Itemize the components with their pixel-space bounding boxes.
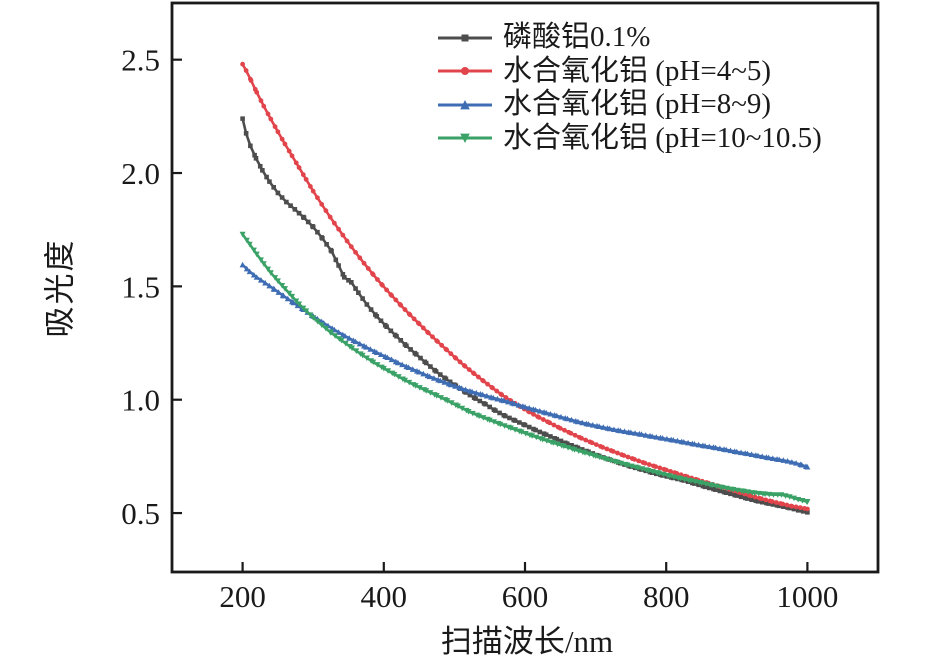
legend-marker-circle-icon [438, 67, 492, 76]
plot-frame [170, 1, 880, 574]
x-tick-label: 400 [361, 579, 408, 614]
legend-label-0: 磷酸铝0.1% [503, 21, 651, 54]
series-2-markers [239, 261, 811, 470]
legend-marker-triangle-up-icon [438, 99, 492, 110]
legend-label-1: 水合氧化铝 (pH=4~5) [503, 54, 772, 87]
y-tick-label: 0.5 [121, 496, 160, 531]
legend-triangle-up-glyph [460, 99, 470, 110]
legend-label-2: 水合氧化铝 (pH=8~9) [503, 88, 772, 121]
legend-marker-triangle-down-icon [438, 133, 492, 144]
legend-item-1: 水合氧化铝 (pH=4~5) [436, 55, 822, 89]
legend-circle-glyph [461, 67, 469, 76]
x-tick-label: 200 [219, 579, 266, 614]
series-2-line [241, 263, 808, 469]
y-tick-label: 2.5 [121, 43, 160, 78]
series-3-marker-shapes [239, 231, 811, 505]
series-0-markers [240, 116, 810, 515]
x-tick-label: 1000 [776, 579, 838, 614]
y-axis-label: 吸光度 [42, 238, 78, 338]
y-axis-ticks: 0.5 1.0 1.5 2.0 2.5 [121, 43, 182, 531]
legend-item-2: 水合氧化铝 (pH=8~9) [436, 88, 822, 122]
x-axis-label: 扫描波长/nm [440, 624, 614, 659]
series-2-marker-shapes [239, 261, 811, 470]
legend-marker-square-icon [438, 34, 492, 42]
y-tick-label: 2.0 [121, 156, 160, 191]
series-3-line [241, 233, 808, 503]
legend-square-glyph [461, 34, 469, 42]
series-0-line [241, 118, 808, 514]
y-tick-label: 1.5 [121, 269, 160, 304]
legend: 磷酸铝0.1% 水合氧化铝 (pH=4~5) 水合氧化铝 (pH=8~9) 水合… [436, 21, 822, 155]
legend-label-3: 水合氧化铝 (pH=10~10.5) [503, 121, 822, 154]
legend-item-3: 水合氧化铝 (pH=10~10.5) [436, 122, 822, 156]
x-tick-label: 600 [502, 579, 549, 614]
legend-triangle-down-glyph [460, 133, 470, 144]
x-axis-ticks: 200 400 600 800 1000 [219, 562, 838, 614]
x-tick-label: 800 [643, 579, 690, 614]
series-3-markers [239, 231, 811, 505]
series-0-marker-shapes [240, 116, 810, 515]
legend-item-0: 磷酸铝0.1% [436, 21, 822, 55]
y-tick-label: 1.0 [121, 383, 160, 418]
